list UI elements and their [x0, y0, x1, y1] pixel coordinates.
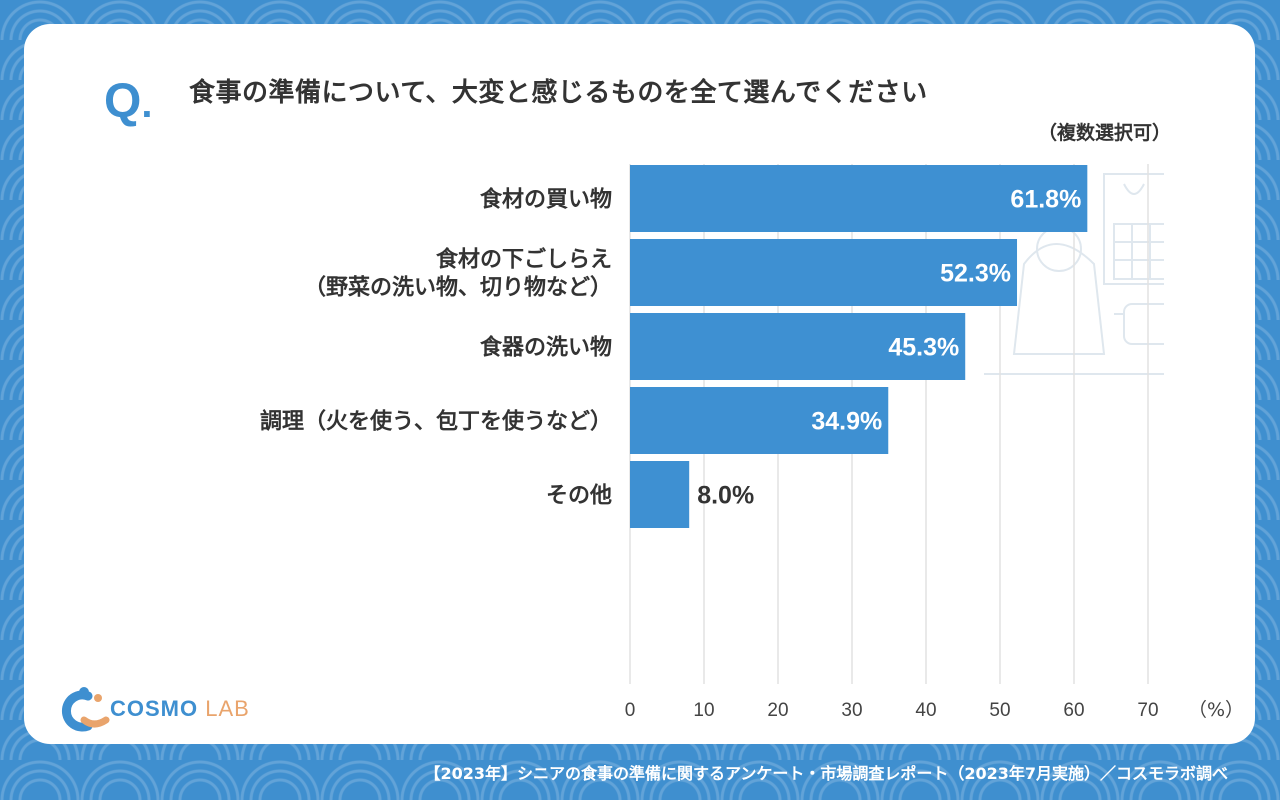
x-tick-label: 50 [989, 700, 1010, 721]
bar-chart: 0 10 20 30 40 50 60 70 （%） 61.8% 食材の買い物 52.3% 食材の下ごし… [260, 164, 1244, 721]
multiple-choice-note: （複数選択可） [1037, 122, 1171, 144]
logo-cosmo: COSMO [110, 696, 199, 721]
data-label: 52.3% [940, 260, 1011, 288]
logo-text: COSMO LAB [110, 696, 250, 722]
bar [630, 461, 690, 528]
category-label: （野菜の洗い物、切り物など） [304, 275, 612, 301]
question-letter: Q [104, 75, 142, 128]
x-tick-label: 20 [767, 700, 788, 721]
x-tick-label: 0 [625, 700, 636, 721]
x-axis-unit: （%） [1188, 699, 1244, 721]
x-tick-label: 40 [915, 700, 936, 721]
category-label: 調理（火を使う、包丁を使うなど） [260, 409, 612, 435]
data-label: 61.8% [1010, 186, 1081, 214]
category-label: その他 [546, 484, 612, 509]
question-mark: Q. [104, 74, 152, 129]
data-label: 34.9% [811, 408, 882, 436]
logo-lab: LAB [205, 696, 250, 721]
category-label: 食器の洗い物 [480, 335, 612, 361]
bar [630, 165, 1088, 232]
chart-card: 0 10 20 30 40 50 60 70 （%） 61.8% 食材の買い物 52.3% 食材の下ごし… [24, 24, 1255, 744]
question-text: 食事の準備について、大変と感じるものを全て選んでください [189, 78, 928, 108]
x-tick-label: 10 [693, 700, 714, 721]
bar [630, 313, 966, 380]
data-label: 45.3% [888, 334, 959, 362]
data-label: 8.0% [697, 482, 754, 510]
question-dot: . [141, 82, 153, 126]
source-footer: 【2023年】シニアの食事の準備に関するアンケート・市場調査レポート（2023年… [424, 764, 1228, 783]
x-tick-label: 30 [841, 700, 862, 721]
x-tick-label: 70 [1137, 700, 1158, 721]
x-tick-label: 60 [1063, 700, 1084, 721]
bar [630, 239, 1018, 306]
cosmo-lab-logo-icon [62, 687, 110, 732]
bar [630, 387, 889, 454]
category-label: 食材の下ごしらえ [436, 247, 612, 273]
category-label: 食材の買い物 [480, 187, 612, 213]
